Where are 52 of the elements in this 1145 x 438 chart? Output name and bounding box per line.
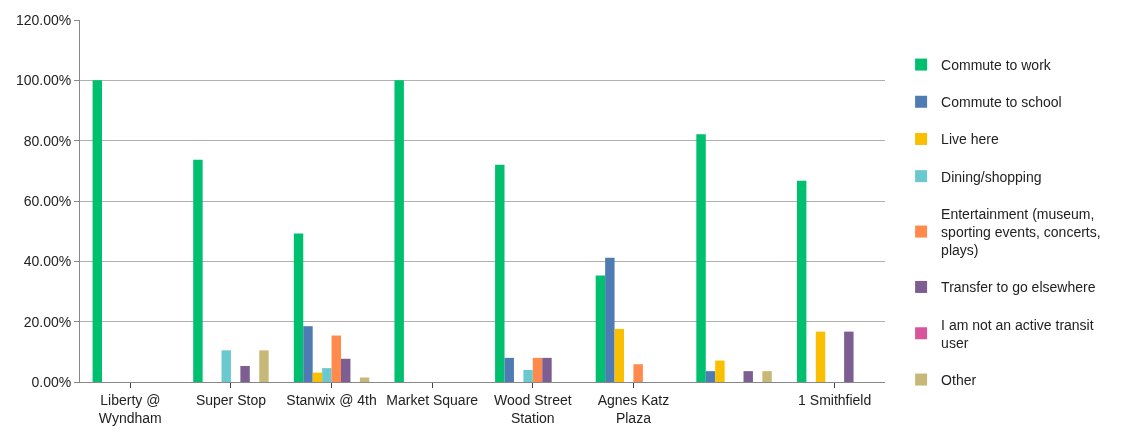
bar xyxy=(532,357,543,382)
bar xyxy=(743,371,753,382)
bar xyxy=(595,275,606,382)
x-tick-label: Stanwix @ 4th xyxy=(286,391,377,408)
bar xyxy=(193,159,203,382)
legend-label: Commute to work xyxy=(941,57,1052,74)
bar xyxy=(696,134,706,382)
legend-label: Dining/shopping xyxy=(941,168,1042,185)
x-tick-label: Market Square xyxy=(386,391,479,408)
legend-label: I am not an active transit user xyxy=(941,316,1094,351)
bar xyxy=(322,368,332,382)
bar xyxy=(303,326,313,382)
bar xyxy=(359,377,370,382)
bar xyxy=(92,80,103,382)
bar xyxy=(633,364,643,382)
bar xyxy=(796,180,807,382)
legend-label: Live here xyxy=(941,131,999,148)
x-tick-label: Agnes Katz Plaza xyxy=(597,391,670,426)
bar xyxy=(504,357,514,382)
bar xyxy=(542,357,552,382)
bar xyxy=(523,369,533,382)
x-tick-label: Liberty @ Wyndham xyxy=(98,391,162,426)
x-tick-label: Super Stop xyxy=(195,391,267,408)
bar xyxy=(394,80,404,382)
y-tick-label: 0.00% xyxy=(31,373,72,390)
bar xyxy=(341,358,351,382)
bar xyxy=(844,331,854,382)
y-tick-label: 100.00% xyxy=(15,72,72,89)
x-tick-label: 1 Smithfield xyxy=(798,391,872,408)
bar xyxy=(221,350,231,382)
y-tick-label: 40.00% xyxy=(23,253,72,270)
y-tick-label: 80.00% xyxy=(23,132,72,149)
y-tick-label: 20.00% xyxy=(23,313,72,330)
bar xyxy=(762,371,772,382)
bar xyxy=(495,164,505,382)
bar xyxy=(240,366,250,382)
legend-label: Commute to school xyxy=(941,94,1062,111)
bar xyxy=(293,233,304,382)
y-tick-label: 120.00% xyxy=(15,11,72,28)
bar xyxy=(259,350,269,382)
bar xyxy=(715,360,725,382)
bar xyxy=(605,257,615,382)
y-tick-label: 60.00% xyxy=(23,192,72,209)
legend-label: Other xyxy=(941,372,977,389)
bar xyxy=(705,371,716,382)
legend-label: Transfer to go elsewhere xyxy=(941,279,1096,296)
bar xyxy=(312,372,323,382)
bar xyxy=(331,335,341,382)
bar xyxy=(815,331,826,382)
x-tick-label: Wood Street Station xyxy=(494,391,572,426)
bar xyxy=(614,328,624,382)
legend-label: Entertainment (museum, sporting events, concerts, plays) xyxy=(941,205,1101,259)
